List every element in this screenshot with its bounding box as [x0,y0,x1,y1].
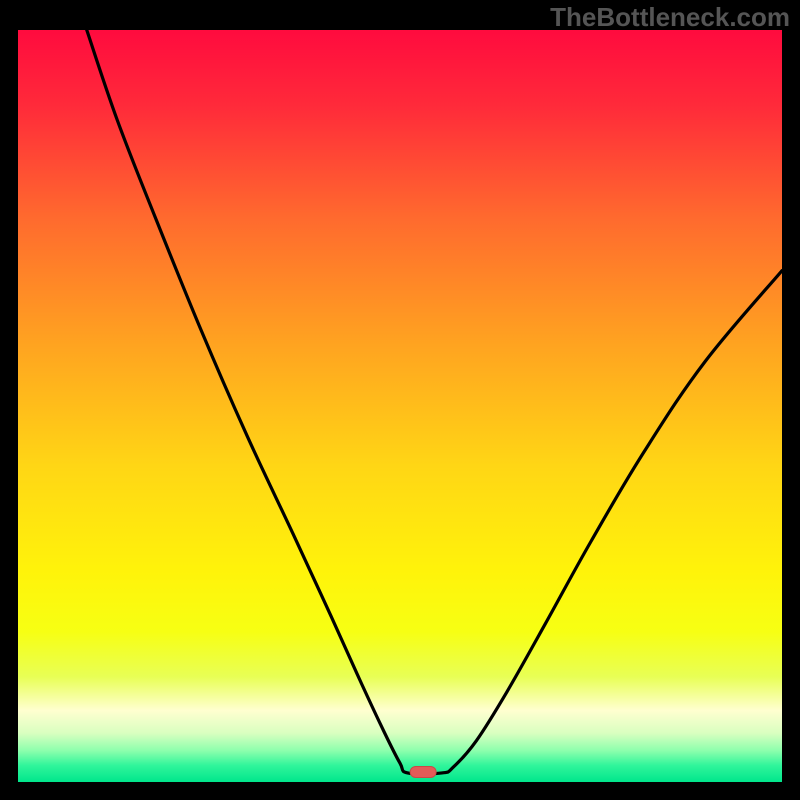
bottleneck-curve [18,30,782,782]
watermark-text: TheBottleneck.com [550,2,790,33]
plot-area [18,30,782,782]
optimum-marker [410,766,437,778]
